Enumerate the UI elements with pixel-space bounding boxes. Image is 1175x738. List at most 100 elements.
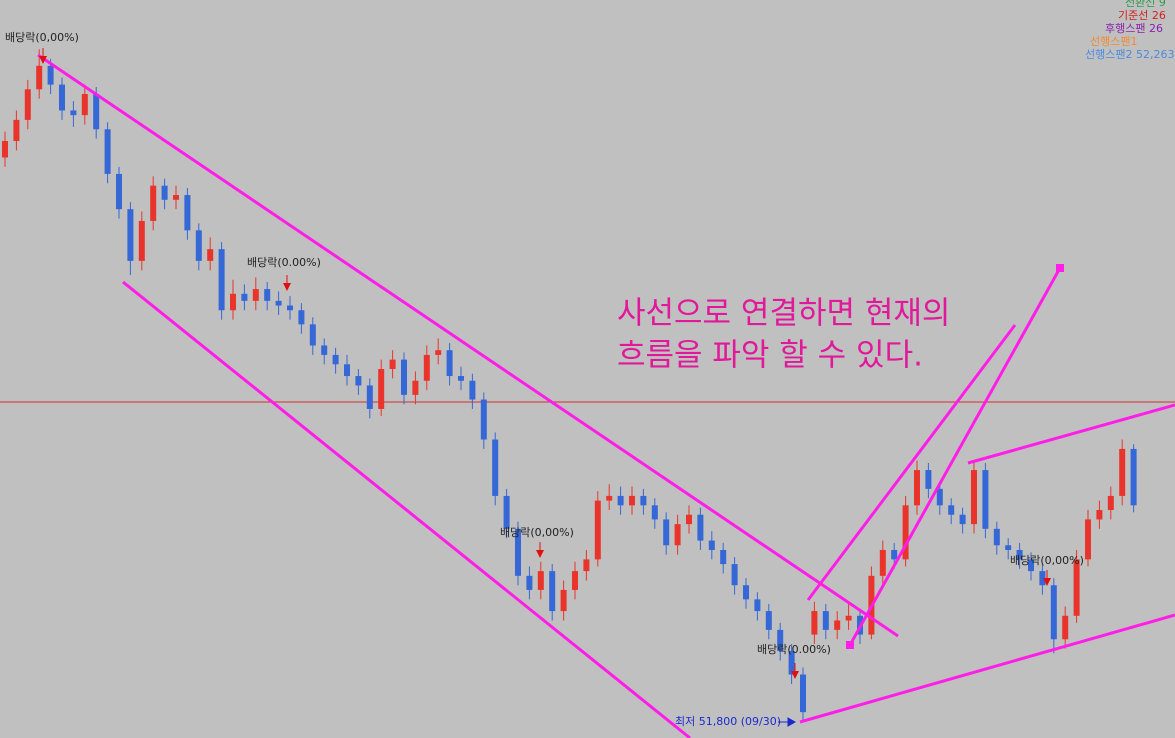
candle-body bbox=[344, 364, 350, 377]
legend-entry: 기준선 26 bbox=[1118, 9, 1166, 22]
candle-body bbox=[537, 571, 544, 590]
candle-body bbox=[127, 209, 134, 261]
candle-body bbox=[720, 549, 727, 565]
candle-body bbox=[731, 564, 738, 586]
candle-body bbox=[663, 519, 670, 546]
annotation: 흐름을 파악 할 수 있다. bbox=[617, 338, 923, 374]
legend-entry: 선행스팬2 52,263 bbox=[1085, 48, 1174, 61]
dividend-label: 배당락(0.00%) bbox=[757, 643, 831, 656]
candle-body bbox=[1073, 559, 1080, 616]
candle-body bbox=[686, 514, 692, 525]
candle-body bbox=[321, 345, 328, 355]
candle-body bbox=[161, 185, 168, 200]
candle-body bbox=[173, 195, 179, 200]
candle-body bbox=[435, 350, 442, 355]
candle-body bbox=[287, 305, 293, 311]
candle-body bbox=[697, 514, 704, 541]
candle-body bbox=[708, 540, 715, 550]
candle-body bbox=[651, 505, 658, 520]
dividend-label: 배당락(0,00%) bbox=[500, 526, 574, 539]
legend-entry: 전환선 9 bbox=[1125, 0, 1166, 9]
dividend-label: 배당락(0,00%) bbox=[1010, 554, 1084, 567]
candle-body bbox=[70, 110, 77, 116]
candle-body bbox=[1062, 615, 1069, 640]
annotation: 사선으로 연결하면 현재의 bbox=[617, 296, 950, 332]
trend-line bbox=[806, 324, 1017, 601]
candle-body bbox=[549, 571, 556, 612]
candle-body bbox=[81, 94, 88, 116]
candle-body bbox=[572, 571, 578, 590]
candle-body bbox=[218, 249, 225, 311]
candle-body bbox=[526, 575, 533, 590]
candle-body bbox=[2, 141, 8, 158]
candle-body bbox=[834, 620, 841, 630]
candle-body bbox=[948, 505, 955, 515]
candle-body bbox=[480, 399, 487, 440]
candle-body bbox=[925, 470, 932, 489]
candle-body bbox=[936, 488, 943, 506]
candle-body bbox=[822, 611, 829, 630]
candle-body bbox=[116, 173, 122, 210]
dividend-label: 배당락(0.00%) bbox=[247, 256, 321, 269]
candle-body bbox=[264, 289, 271, 301]
candle-body bbox=[1028, 559, 1034, 572]
candle-body bbox=[93, 94, 100, 130]
trend-line bbox=[122, 280, 691, 738]
candle-body bbox=[309, 324, 316, 346]
trend-line bbox=[967, 403, 1175, 465]
candle-body bbox=[1119, 448, 1126, 496]
candle-body bbox=[446, 350, 453, 377]
candle-body bbox=[879, 549, 886, 576]
trend-line bbox=[799, 613, 1175, 724]
candle-body bbox=[275, 300, 282, 306]
candle-body bbox=[515, 528, 521, 576]
candle-body bbox=[355, 376, 362, 386]
candle-body bbox=[993, 528, 1000, 546]
trend-line bbox=[37, 53, 899, 638]
low-arrow bbox=[778, 717, 797, 727]
dividend-label: 배당락(0,00%) bbox=[5, 31, 79, 44]
candle-body bbox=[560, 589, 567, 612]
candle-body bbox=[1016, 549, 1023, 560]
candle-body bbox=[765, 611, 772, 630]
candle-body bbox=[59, 84, 65, 111]
candle-body bbox=[629, 495, 635, 506]
candle-body bbox=[788, 651, 795, 675]
candle-body bbox=[47, 65, 54, 85]
legend-entry: 선행스팬1 bbox=[1090, 35, 1137, 48]
candle-body bbox=[754, 599, 761, 612]
candle-body bbox=[492, 439, 499, 496]
dividend-arrows bbox=[39, 48, 1051, 679]
candle-body bbox=[845, 615, 852, 621]
trend-line bbox=[848, 267, 1062, 646]
candle-body bbox=[252, 289, 259, 301]
candle-body bbox=[401, 359, 407, 395]
candle-body bbox=[777, 629, 784, 652]
candle-body bbox=[606, 495, 613, 501]
candle-body bbox=[902, 505, 909, 560]
candle-body bbox=[298, 310, 305, 325]
candle-body bbox=[800, 674, 806, 713]
candle-body bbox=[1107, 495, 1114, 511]
candle-body bbox=[1130, 448, 1137, 506]
candle-body bbox=[982, 470, 989, 529]
candle-body bbox=[184, 195, 191, 231]
candle-body bbox=[378, 369, 385, 409]
candle-body bbox=[503, 495, 510, 529]
candle-body bbox=[971, 470, 977, 525]
candle-body bbox=[743, 585, 749, 600]
candle-body bbox=[469, 380, 476, 400]
candles bbox=[2, 49, 1137, 722]
candle-body bbox=[195, 230, 202, 261]
candle-body bbox=[230, 293, 236, 311]
low-label: 최저 51,800 (09/30) bbox=[675, 715, 781, 728]
candle-body bbox=[412, 380, 419, 395]
candle-body bbox=[150, 185, 157, 221]
candle-body bbox=[104, 129, 111, 174]
candle-body bbox=[423, 354, 430, 381]
candle-body bbox=[583, 559, 590, 572]
candle-body bbox=[1039, 571, 1046, 586]
candle-body bbox=[207, 249, 214, 261]
